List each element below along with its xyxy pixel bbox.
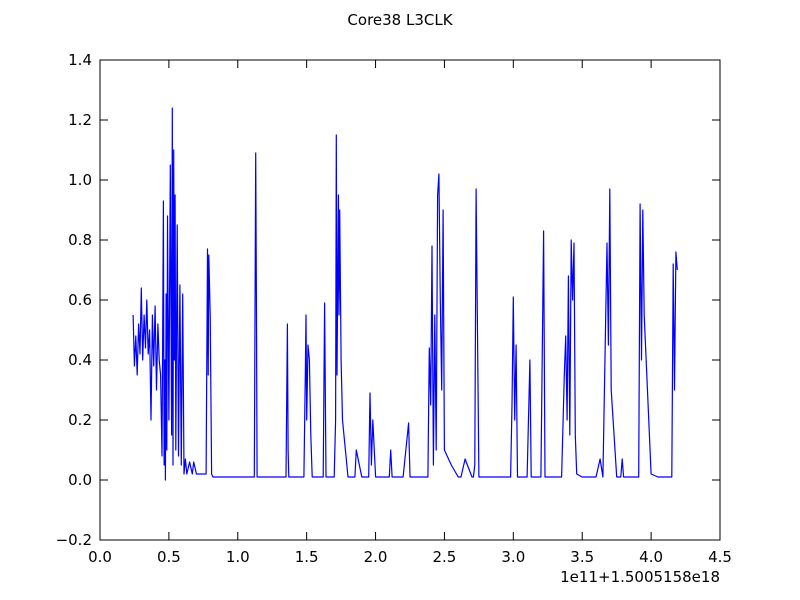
y-tick-label: 1.2 [68,111,92,129]
x-tick-label: 1.5 [295,548,319,566]
y-tick-label: 0.0 [68,471,92,489]
x-tick-label: 3.0 [501,548,525,566]
x-offset-label: 1e11+1.5005158e18 [560,568,720,586]
y-tick-label: −0.2 [56,531,92,549]
y-tick-label: 1.4 [68,51,92,69]
plot-area [133,108,677,480]
x-tick-label: 3.5 [570,548,594,566]
chart-title: Core38 L3CLK [347,11,453,29]
y-tick-label: 0.8 [68,231,92,249]
x-tick-label: 2.5 [433,548,457,566]
x-tick-label: 4.0 [639,548,663,566]
x-tick-label: 4.5 [708,548,732,566]
x-tick-label: 0.5 [157,548,181,566]
x-tick-label: 0.0 [88,548,112,566]
y-axis: −0.2 0.0 0.2 0.4 0.6 0.8 1.0 1.2 1.4 [56,51,720,549]
y-tick-label: 0.4 [68,351,92,369]
x-tick-label: 1.0 [226,548,250,566]
y-tick-label: 0.2 [68,411,92,429]
x-tick-label: 2.0 [364,548,388,566]
series-line [133,108,677,480]
x-axis: 0.0 0.5 1.0 1.5 2.0 2.5 3.0 3.5 4.0 4.5 [88,60,732,566]
y-tick-label: 1.0 [68,171,92,189]
y-tick-label: 0.6 [68,291,92,309]
